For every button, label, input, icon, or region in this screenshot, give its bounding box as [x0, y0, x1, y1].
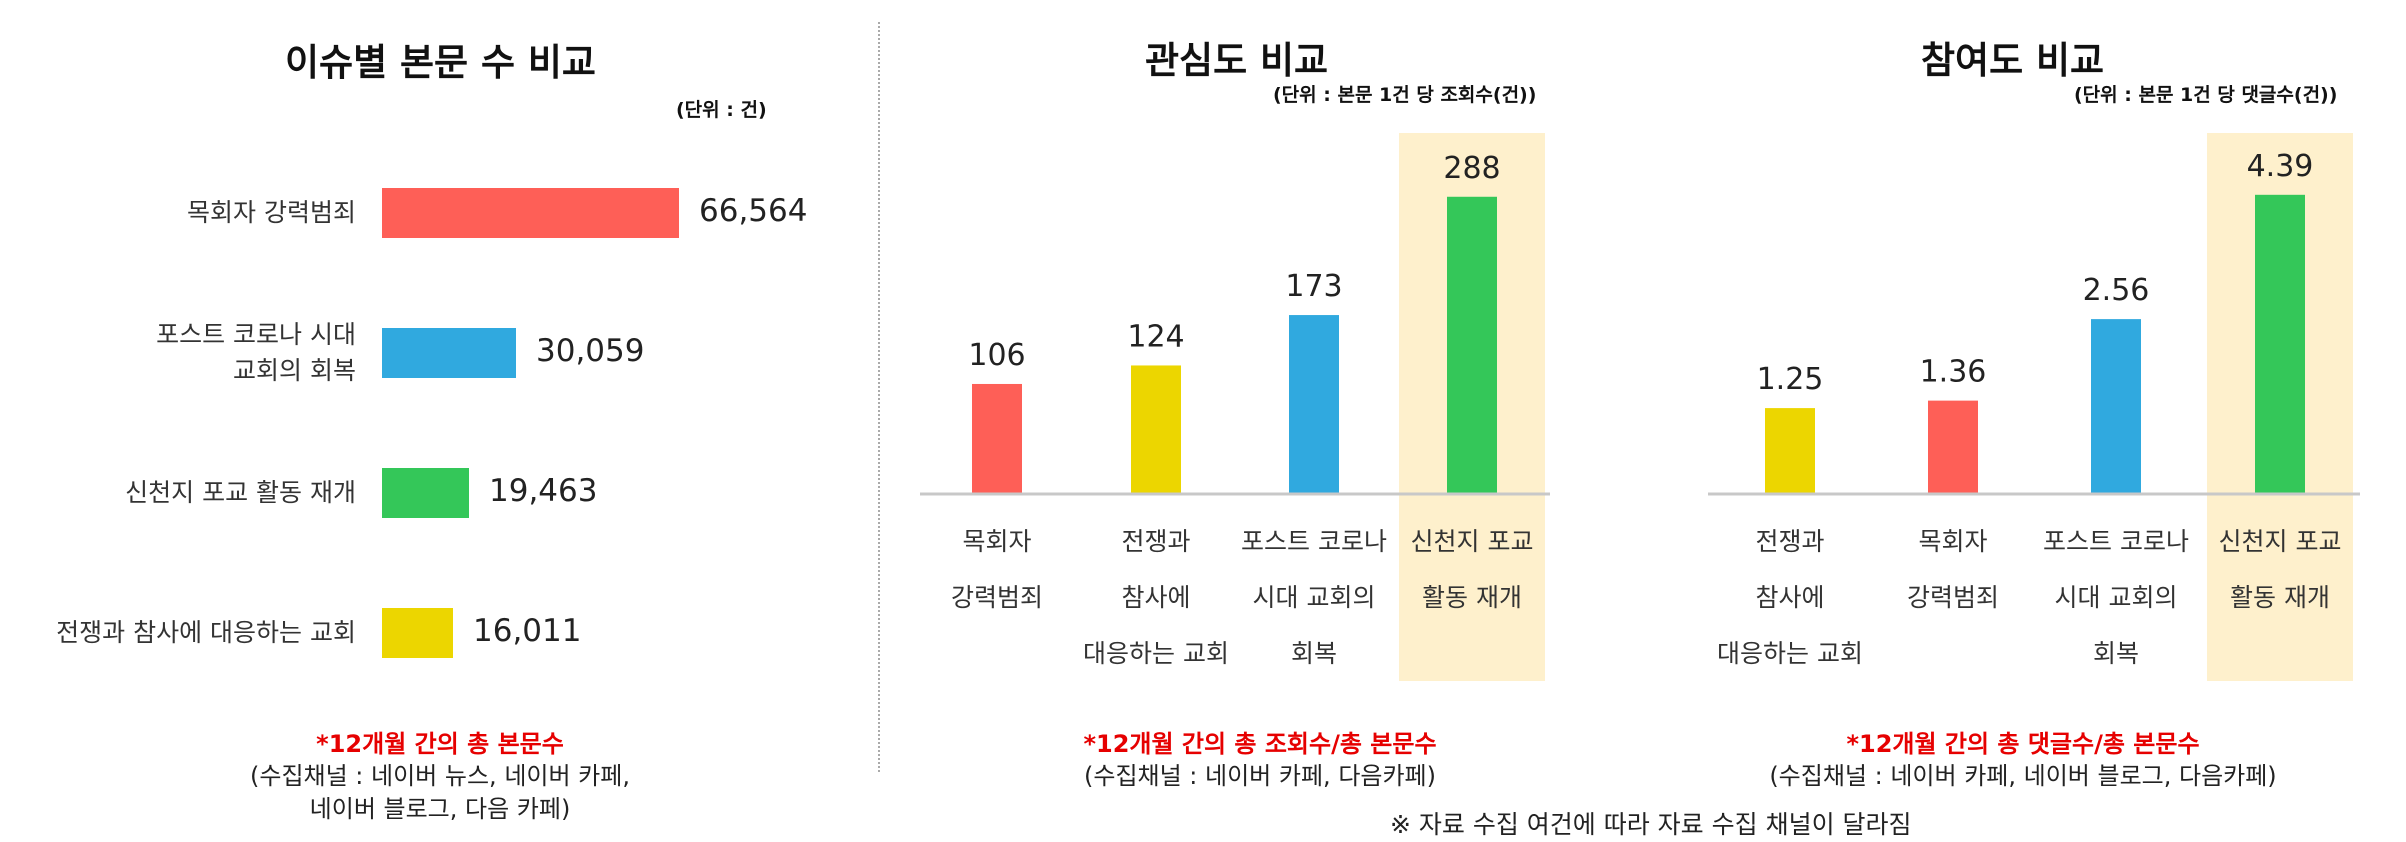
- category-label-line: 강력범죄: [950, 583, 1043, 612]
- bar: [382, 328, 516, 378]
- data-label: 2.56: [2083, 273, 2150, 308]
- data-label: 288: [1443, 151, 1500, 186]
- bar: [382, 608, 453, 658]
- category-label-line: 참사에: [1755, 583, 1825, 612]
- bar: [1928, 400, 1978, 493]
- category-label-line: 전쟁과: [1755, 527, 1825, 556]
- category-label-line: 전쟁과: [1121, 527, 1191, 556]
- category-label-line: 교회의 회복: [233, 356, 356, 385]
- category-label-line: 강력범죄: [1906, 583, 1999, 612]
- category-label-line: 목회자: [962, 527, 1032, 556]
- category-label-line: 시대 교회의: [2054, 583, 2178, 612]
- data-label: 66,564: [699, 193, 808, 229]
- chart-title: 참여도 비교: [1921, 39, 2105, 82]
- category-label-line: 포스트 코로나 시대: [156, 320, 356, 349]
- note-channels: (수집채널 : 네이버 카페, 네이버 블로그, 다음카페): [1769, 762, 2277, 790]
- unit-note: (단위 : 본문 1건 당 조회수(건)): [1273, 84, 1537, 106]
- bar: [2255, 194, 2305, 493]
- category-label-line: 활동 재개: [2230, 583, 2330, 612]
- bar: [2091, 319, 2141, 493]
- data-label: 124: [1127, 319, 1184, 354]
- chart-title: 관심도 비교: [1145, 39, 1329, 82]
- category-label: 목회자 강력범죄: [187, 195, 356, 231]
- category-label-line: 회복: [1290, 639, 1337, 668]
- data-label: 30,059: [536, 333, 645, 369]
- unit-note: (단위 : 건): [676, 99, 767, 121]
- note-channels-line-2: 네이버 블로그, 다음 카페): [309, 795, 571, 823]
- category-label-line: 참사에: [1121, 583, 1191, 612]
- category-label: 신천지 포교 활동 재개: [125, 475, 356, 511]
- category-label-line: 포스트 코로나: [2043, 527, 2189, 556]
- category-label-line: 포스트 코로나: [1241, 527, 1387, 556]
- participation-bar-plot: 1.25 1.36 2.56 4.39: [1708, 133, 2360, 681]
- category-label-line: 활동 재개: [1422, 583, 1522, 612]
- bar: [1289, 315, 1339, 493]
- category-label: 전쟁과 참사에 대응하는 교회: [56, 615, 356, 651]
- interest-bar-plot: 106 124 173 288: [920, 133, 1550, 681]
- note-channels: (수집채널 : 네이버 카페, 다음카페): [1084, 762, 1436, 790]
- category-label-line: 목회자 강력범죄: [187, 198, 356, 227]
- bar: [972, 383, 1022, 493]
- category-label-line: 목회자: [1918, 527, 1988, 556]
- footnote: ※ 자료 수집 여건에 따라 자료 수집 채널이 달라짐: [1390, 810, 1912, 839]
- unit-note: (단위 : 본문 1건 당 댓글수(건)): [2074, 84, 2338, 106]
- data-label: 4.39: [2247, 149, 2314, 184]
- note-total: *12개월 간의 총 조회수/총 본문수: [1083, 730, 1437, 758]
- category-label-line: 대응하는 교회: [1083, 639, 1229, 668]
- data-label: 106: [968, 338, 1025, 373]
- category-label-line: 시대 교회의: [1252, 583, 1376, 612]
- panel-divider: [878, 22, 880, 772]
- bar: [1765, 408, 1815, 493]
- bar: [1447, 196, 1497, 493]
- category-label-line: 신천지 포교: [1410, 527, 1534, 556]
- data-label: 1.36: [1920, 355, 1987, 390]
- panel-post-count: 이슈별 본문 수 비교 (단위 : 건) 목회자 강력범죄 66,564 포스트 코…: [0, 0, 880, 842]
- panel-participation: 참여도 비교 (단위 : 본문 1건 당 댓글수(건)) 1.25 1.36 2.5…: [1640, 0, 2406, 842]
- category-label-line: 대응하는 교회: [1717, 639, 1863, 668]
- data-label: 16,011: [473, 613, 582, 649]
- note-channels-line-1: (수집채널 : 네이버 뉴스, 네이버 카페,: [250, 762, 630, 790]
- panel-interest: 관심도 비교 (단위 : 본문 1건 당 조회수(건)) 106 124 173 28…: [880, 0, 1640, 842]
- data-label: 173: [1285, 269, 1342, 304]
- chart-title: 이슈별 본문 수 비교: [285, 41, 596, 84]
- note-total: *12개월 간의 총 댓글수/총 본문수: [1846, 730, 2200, 758]
- category-label-line: 신천지 포교: [2218, 527, 2342, 556]
- data-label: 1.25: [1757, 362, 1824, 397]
- category-label-line: 회복: [2092, 639, 2139, 668]
- note-total: *12개월 간의 총 본문수: [316, 730, 564, 758]
- category-label-line: 전쟁과 참사에 대응하는 교회: [56, 618, 356, 647]
- bar: [382, 468, 469, 518]
- bar: [382, 188, 679, 238]
- data-label: 19,463: [489, 473, 598, 509]
- bar: [1131, 365, 1181, 493]
- category-label-line: 신천지 포교 활동 재개: [125, 478, 356, 507]
